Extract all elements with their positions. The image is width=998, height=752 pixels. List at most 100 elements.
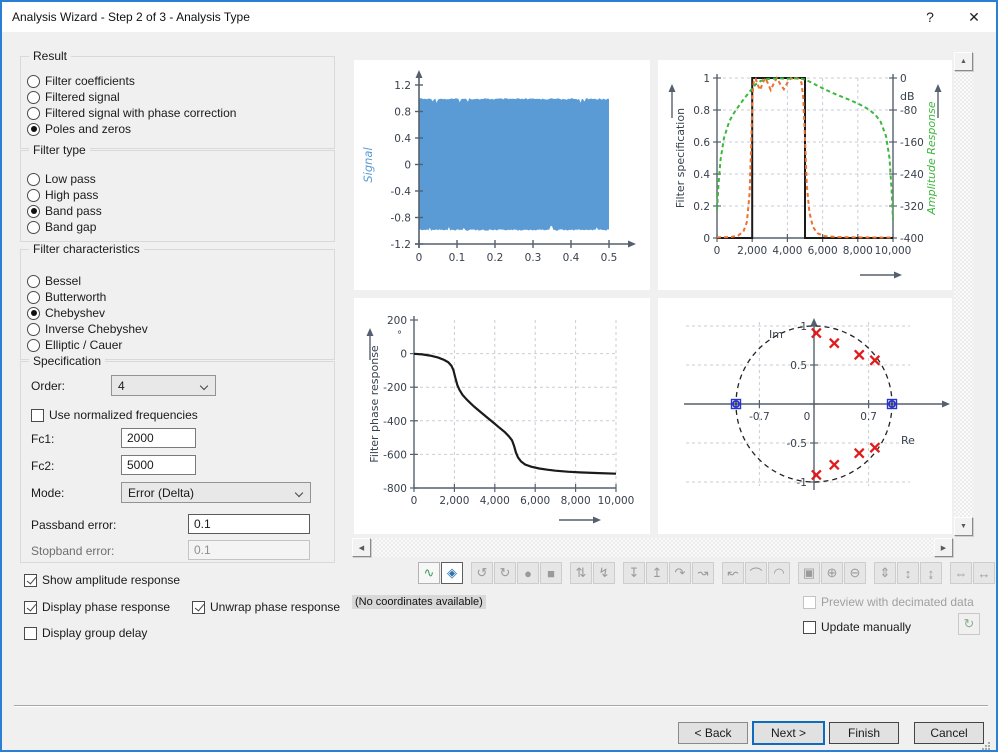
checkbox-display-phase-response[interactable]: Display phase response [24,599,170,615]
curve-editor-icon[interactable]: ∿ [418,562,440,584]
fc1-input[interactable] [121,428,196,448]
scale-y-dotted-icon[interactable]: ⇕ [874,562,896,584]
svg-text:-200: -200 [383,382,407,394]
shape-square-icon[interactable]: ■ [540,562,562,584]
shape-blob-icon[interactable]: ● [517,562,539,584]
order-label: Order: [31,379,66,393]
groupbox-filter-characteristics-label: Filter characteristics [29,242,144,256]
scroll-up-button[interactable]: ▲ [954,52,973,71]
filter-phase-chart[interactable]: 200 0 -200 -400 -600 -800 ° 0 2,000 4,000 6,000 8,0… [354,298,650,534]
vertical-scrollbar-track[interactable] [954,71,973,517]
svg-text:8,000: 8,000 [843,245,873,257]
filter-specification-chart[interactable]: 0 0.2 0.4 0.6 0.8 1 0 -80 -160 -240 -320 -400 dB 0 2,0… [658,60,952,290]
rotate-cw-icon[interactable]: ↻ [494,562,516,584]
horizontal-scrollbar[interactable]: ◀ ▶ [352,538,953,557]
radio-high-pass[interactable]: High pass [27,187,330,203]
signal-chart[interactable]: -1.2 -0.8 -0.4 0 0.4 0.8 1.2 0 0.1 0.2 0.3 0.4 0.5 Si… [354,60,650,290]
chevron-down-icon [199,381,209,391]
checkbox-use-normalized-frequencies[interactable]: Use normalized frequencies [31,407,198,423]
radio-filter-coefficients[interactable]: Filter coefficients [27,73,330,89]
chevron-down-icon [294,488,304,498]
scroll-down-button[interactable]: ▼ [954,517,973,536]
svg-text:Im: Im [769,328,783,341]
radio-label: Band gap [45,220,97,234]
svg-text:-400: -400 [383,416,407,428]
checkbox-unwrap-phase-response[interactable]: Unwrap phase response [192,599,340,615]
swap-curve-icon[interactable]: ↝ [692,562,714,584]
checkbox-show-amplitude-response[interactable]: Show amplitude response [24,572,180,588]
poles-zeros-chart[interactable]: -0.7 0 0.7 1 0.5 -0.5 -1 Im Re [658,298,952,534]
scroll-right-button[interactable]: ▶ [934,538,953,557]
radio-bessel[interactable]: Bessel [27,273,330,289]
checkbox-indicator [24,626,37,640]
radio-indicator [27,338,40,352]
svg-text:1: 1 [800,321,807,333]
radio-label: Low pass [45,172,96,186]
radio-filtered-signal[interactable]: Filtered signal [27,89,330,105]
svg-text:2,000: 2,000 [439,495,469,507]
scale-x-dotted-icon[interactable]: ⇔ [950,562,972,584]
cancel-button[interactable]: Cancel [914,722,984,744]
refresh-button[interactable]: ↻ [958,613,980,635]
next-button[interactable]: Next > [752,721,825,745]
svg-text:0.7: 0.7 [860,411,877,423]
checkbox-update-manually[interactable]: Update manually [803,619,911,635]
passband-error-input[interactable] [188,514,310,534]
order-select[interactable]: 4 [111,375,216,396]
checkbox-indicator [803,620,816,634]
checkbox-indicator [24,600,37,614]
select-points-icon[interactable]: ⌒ [745,562,767,584]
expand-y-icon[interactable]: ↨ [920,562,942,584]
scale-x-icon[interactable]: ↔ [973,562,995,584]
snap-down-icon[interactable]: ↧ [623,562,645,584]
svg-text:0: 0 [804,411,811,423]
radio-low-pass[interactable]: Low pass [27,171,330,187]
scale-y-icon[interactable]: ↕ [897,562,919,584]
radio-chebyshev[interactable]: Chebyshev [27,305,330,321]
checkbox-display-group-delay[interactable]: Display group delay [24,625,147,641]
zoom-out-icon[interactable]: ⊖ [844,562,866,584]
radio-inverse-chebyshev[interactable]: Inverse Chebyshev [27,321,330,337]
svg-text:Re: Re [901,434,915,447]
zoom-in-icon[interactable]: ⊕ [821,562,843,584]
finish-button[interactable]: Finish [829,722,899,744]
svg-text:200: 200 [387,315,407,327]
move-curve-icon[interactable]: ↯ [593,562,615,584]
bend-curve-icon[interactable]: ↷ [669,562,691,584]
fc1-label: Fc1: [31,432,55,446]
help-button[interactable]: ? [926,9,934,25]
radio-label: Filter coefficients [45,74,135,88]
fc2-input[interactable] [121,455,196,475]
rotate-ccw-icon[interactable]: ↺ [471,562,493,584]
radio-band-pass[interactable]: Band pass [27,203,330,219]
radio-label: Filtered signal [45,90,120,104]
resize-grip[interactable] [982,742,984,744]
back-button[interactable]: < Back [678,722,748,744]
radio-poles-and-zeros[interactable]: Poles and zeros [27,121,330,137]
select-lasso-arrow-icon[interactable]: ↜ [722,562,744,584]
svg-text:-1.2: -1.2 [391,239,412,251]
scroll-left-button[interactable]: ◀ [352,538,371,557]
checkbox-label: Unwrap phase response [210,600,341,614]
fit-to-view-icon[interactable]: ◈ [441,562,463,584]
mode-label: Mode: [31,486,65,500]
move-points-vertical-icon[interactable]: ⇅ [570,562,592,584]
titlebar[interactable]: Analysis Wizard - Step 2 of 3 - Analysis… [2,2,996,32]
radio-indicator [27,220,40,234]
radio-band-gap[interactable]: Band gap [27,219,330,235]
radio-butterworth[interactable]: Butterworth [27,289,330,305]
groupbox-result: Result Filter coefficients Filtered signa… [20,49,335,149]
radio-label: Poles and zeros [45,122,132,136]
horizontal-scrollbar-track[interactable] [371,538,934,557]
radio-filtered-signal-with-phase-correction[interactable]: Filtered signal with phase correction [27,105,330,121]
close-button[interactable]: ✕ [968,8,980,25]
svg-text:4,000: 4,000 [772,245,802,257]
snap-up-icon[interactable]: ↥ [646,562,668,584]
svg-text:10,000: 10,000 [598,495,635,507]
select-region-icon[interactable]: ◠ [768,562,790,584]
vertical-scrollbar[interactable]: ▲ ▼ [954,52,973,536]
svg-text:-400: -400 [900,233,924,245]
mode-select[interactable]: Error (Delta) [121,482,311,503]
radio-elliptic-cauer[interactable]: Elliptic / Cauer [27,337,330,353]
zoom-region-icon[interactable]: ▣ [798,562,820,584]
